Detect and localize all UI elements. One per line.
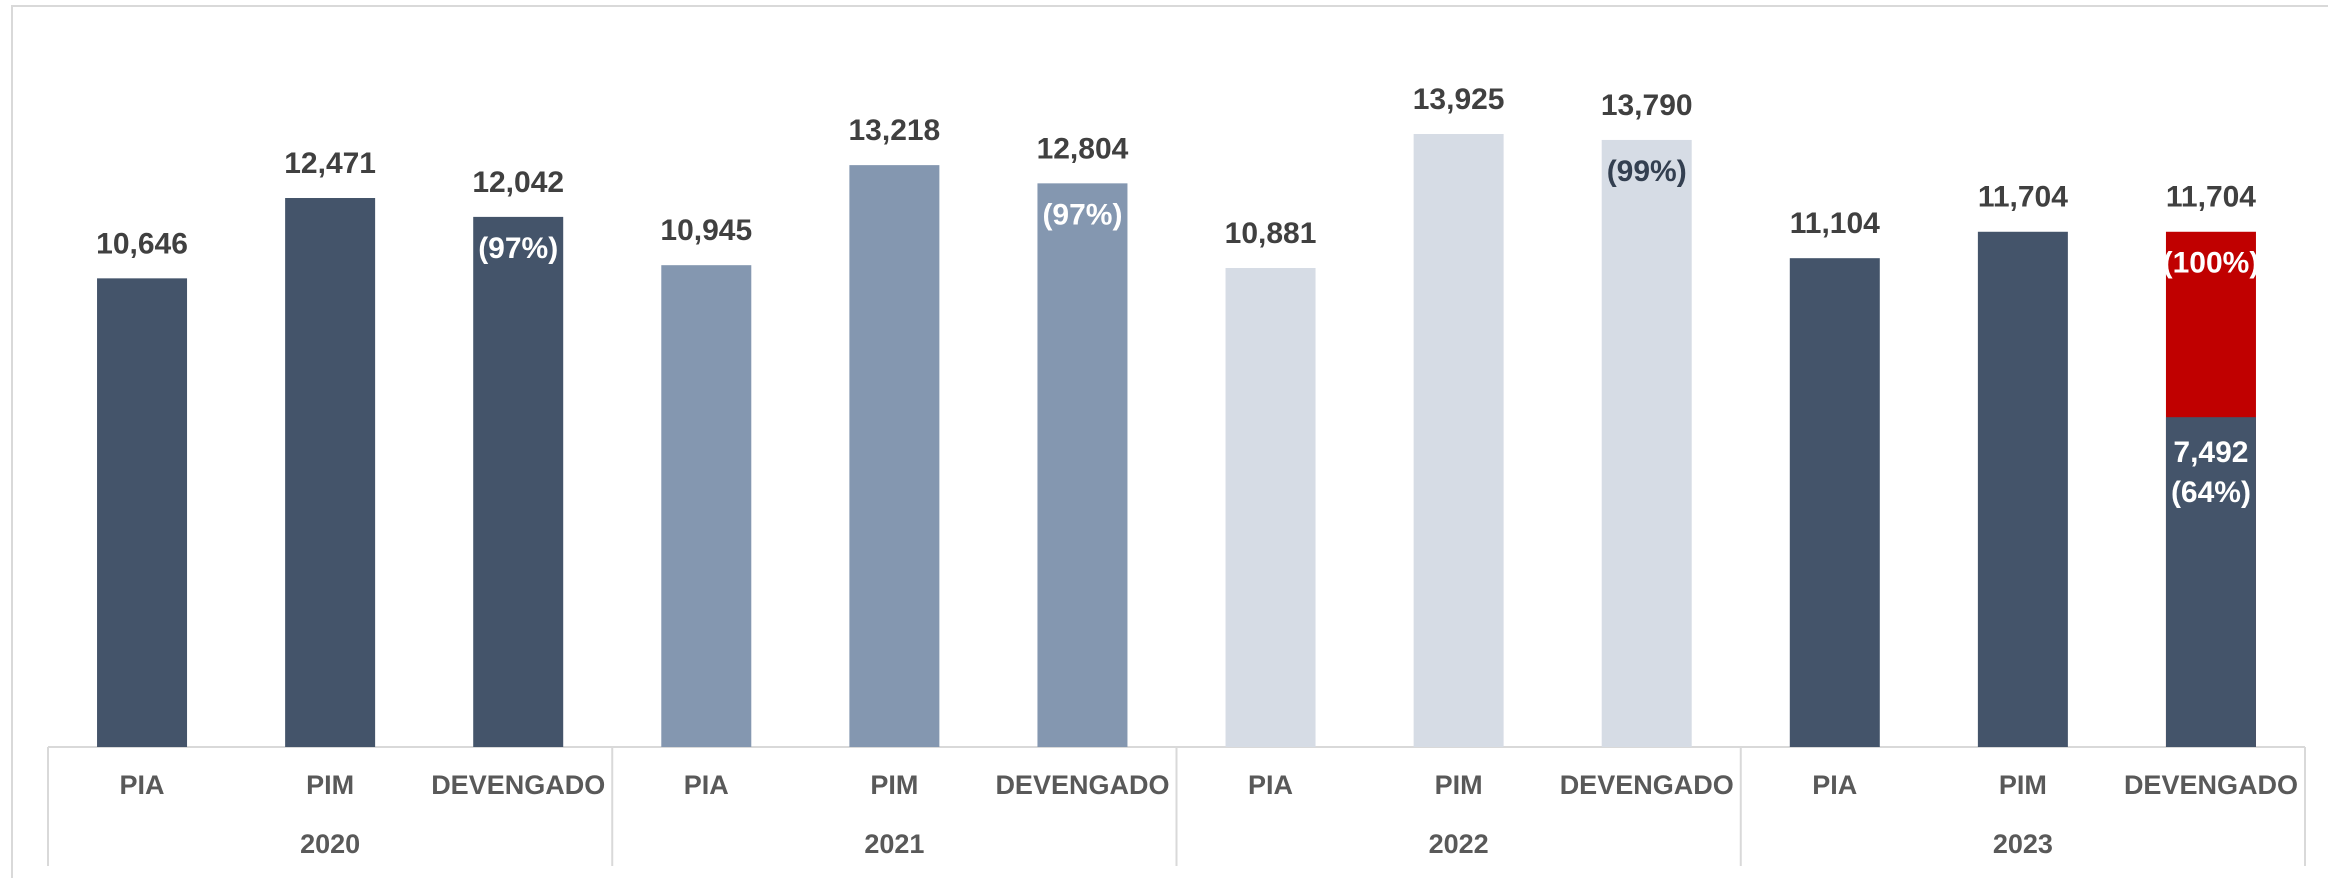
- category-label: PIA: [684, 770, 729, 800]
- bar: [849, 165, 940, 747]
- share-label: (99%): [1607, 155, 1687, 188]
- value-label: 12,804: [1037, 132, 1129, 165]
- executed-share-label: (64%): [2171, 476, 2251, 509]
- share-label: (97%): [1042, 198, 1122, 231]
- value-label: 13,218: [848, 114, 940, 147]
- bar: [285, 198, 376, 747]
- category-label: PIA: [120, 770, 165, 800]
- value-label: 10,646: [96, 227, 188, 260]
- chart-frame: [11, 5, 2328, 883]
- bar: [1225, 268, 1316, 747]
- value-label: 13,790: [1601, 89, 1693, 122]
- category-label: PIM: [870, 770, 918, 800]
- category-label: DEVENGADO: [431, 770, 605, 800]
- category-label: DEVENGADO: [2124, 770, 2298, 800]
- category-label: PIA: [1248, 770, 1293, 800]
- year-label: 2021: [864, 829, 924, 859]
- category-label: PIM: [1999, 770, 2047, 800]
- value-label: 10,881: [1225, 217, 1317, 250]
- value-label: 12,471: [284, 147, 376, 180]
- share-label: (100%): [2163, 247, 2260, 280]
- category-label: DEVENGADO: [1560, 770, 1734, 800]
- value-label: 11,704: [1978, 181, 2068, 214]
- value-label: 13,925: [1413, 83, 1505, 116]
- bar: [1601, 139, 1692, 748]
- category-label: DEVENGADO: [995, 770, 1169, 800]
- bar: [97, 278, 188, 747]
- year-label: 2022: [1429, 829, 1489, 859]
- year-label: 2023: [1993, 829, 2053, 859]
- bar: [1977, 231, 2068, 747]
- category-label: PIA: [1812, 770, 1857, 800]
- executed-value-label: 7,492: [2173, 436, 2248, 469]
- value-label: 10,945: [660, 214, 752, 247]
- bar: [1789, 258, 1880, 747]
- year-label: 2020: [300, 829, 360, 859]
- value-label: 11,704: [2166, 181, 2256, 214]
- bar: [473, 216, 564, 747]
- share-label: (97%): [478, 232, 558, 265]
- bar-executed: [2165, 417, 2256, 747]
- value-label: 11,104: [1790, 207, 1880, 240]
- bar: [1413, 134, 1504, 747]
- bar: [1037, 183, 1128, 747]
- bar: [661, 265, 752, 747]
- category-label: PIM: [306, 770, 354, 800]
- value-label: 12,042: [472, 166, 564, 199]
- category-label: PIM: [1435, 770, 1483, 800]
